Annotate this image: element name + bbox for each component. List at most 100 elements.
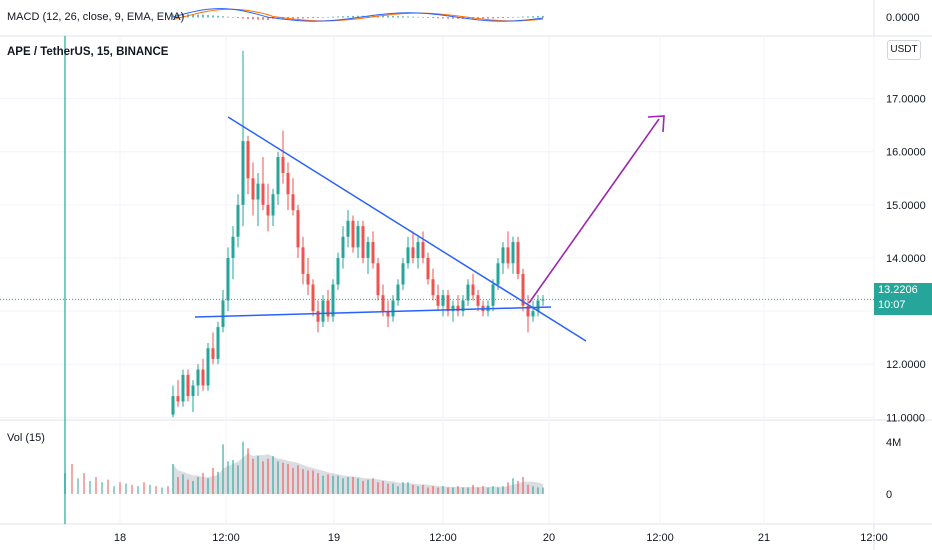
price-tick-label: 15.0000 bbox=[886, 200, 926, 212]
volume-bar bbox=[477, 487, 479, 494]
macd-histogram-bar bbox=[322, 17, 324, 18]
volume-bar bbox=[527, 484, 529, 494]
volume-bar bbox=[197, 477, 199, 494]
volume-bar bbox=[292, 467, 294, 494]
time-tick-label: 12:00 bbox=[646, 532, 674, 544]
candle-body bbox=[251, 178, 255, 200]
macd-histogram-bar bbox=[382, 15, 384, 18]
candle-body bbox=[396, 284, 400, 301]
volume-bar bbox=[232, 460, 234, 494]
volume-bar bbox=[113, 486, 115, 494]
volume-bar bbox=[172, 463, 174, 494]
volume-bar bbox=[432, 486, 434, 494]
candle-body bbox=[171, 396, 175, 415]
volume-bar bbox=[482, 486, 484, 494]
volume-bar bbox=[287, 463, 289, 494]
candle-body bbox=[476, 295, 480, 306]
macd-histogram-bar bbox=[352, 15, 354, 18]
volume-bar bbox=[89, 480, 91, 494]
volume-bar bbox=[302, 469, 304, 494]
candle-body bbox=[296, 210, 300, 248]
bar-countdown: 10:07 bbox=[878, 299, 906, 311]
currency-button[interactable]: USDT bbox=[887, 40, 921, 60]
volume-bar bbox=[377, 482, 379, 494]
candle-body bbox=[226, 257, 230, 301]
volume-axis[interactable]: 4M 0 bbox=[886, 437, 901, 501]
macd-histogram-bar bbox=[347, 16, 349, 18]
macd-histogram-bar bbox=[452, 17, 454, 19]
macd-histogram-bar bbox=[542, 15, 544, 18]
volume-bar bbox=[392, 483, 394, 494]
macd-histogram-bar bbox=[457, 17, 459, 19]
macd-histogram-bar bbox=[467, 17, 469, 19]
candle-body bbox=[231, 236, 235, 258]
macd-indicator-label[interactable]: MACD (12, 26, close, 9, EMA, EMA) bbox=[7, 11, 184, 23]
macd-histogram-bar bbox=[522, 16, 524, 18]
candle-body bbox=[471, 284, 475, 296]
volume-bar bbox=[327, 474, 329, 494]
candle-body bbox=[321, 300, 325, 322]
macd-line bbox=[172, 8, 544, 22]
macd-histogram-bar bbox=[262, 17, 264, 20]
time-axis[interactable]: 18 12:00 19 12:00 20 12:00 21 12:00 bbox=[114, 532, 888, 544]
macd-histogram-bar bbox=[442, 17, 444, 19]
candle-body bbox=[241, 141, 245, 205]
volume-bar bbox=[407, 482, 409, 494]
candle-body bbox=[386, 311, 390, 317]
symbol-title[interactable]: APE / TetherUS, 15, BINANCE bbox=[7, 46, 169, 58]
candle-body bbox=[451, 305, 455, 312]
volume-bar bbox=[367, 479, 369, 494]
volume-bar bbox=[427, 487, 429, 494]
macd-histogram-bar bbox=[227, 16, 229, 18]
candle-body bbox=[446, 295, 450, 312]
volume-bar bbox=[64, 473, 66, 494]
candle-body bbox=[276, 157, 280, 195]
candle-body bbox=[491, 284, 495, 306]
candle-body bbox=[411, 247, 415, 258]
candle-body bbox=[256, 183, 260, 200]
volume-bar bbox=[397, 486, 399, 494]
time-tick-label: 12:00 bbox=[860, 532, 888, 544]
volume-bar bbox=[492, 486, 494, 494]
volume-bar bbox=[332, 475, 334, 494]
volume-bar bbox=[337, 475, 339, 494]
time-tick-label: 20 bbox=[543, 532, 555, 544]
candles bbox=[0, 50, 874, 418]
macd-histogram-bar bbox=[207, 15, 209, 18]
candle-body bbox=[291, 194, 295, 211]
volume-bar bbox=[167, 486, 169, 494]
macd-histogram-bar bbox=[537, 16, 539, 18]
candle-body bbox=[306, 273, 310, 285]
volume-bar bbox=[242, 441, 244, 494]
volume-bar bbox=[155, 486, 157, 494]
volume-bar bbox=[149, 484, 151, 494]
volume-bar bbox=[177, 477, 179, 494]
macd-histogram-bar bbox=[407, 16, 409, 18]
volume-bar bbox=[442, 486, 444, 494]
candle-body bbox=[456, 305, 460, 312]
volume-bar bbox=[382, 480, 384, 494]
candle-body bbox=[271, 194, 275, 216]
volume-bar bbox=[267, 458, 269, 494]
support-trendline bbox=[194, 306, 552, 318]
candle-body bbox=[541, 299, 545, 301]
candle-body bbox=[301, 247, 305, 274]
volume-bar bbox=[387, 483, 389, 494]
volume-bar bbox=[131, 484, 133, 494]
candle-body bbox=[176, 396, 180, 402]
candle-body bbox=[501, 247, 505, 264]
candle-body bbox=[211, 348, 215, 359]
volume-bar bbox=[237, 465, 239, 494]
candle-body bbox=[426, 257, 430, 280]
volume-indicator-label[interactable]: Vol (15) bbox=[7, 432, 45, 444]
macd-histogram-bar bbox=[232, 17, 234, 18]
macd-histogram-bar bbox=[487, 17, 489, 19]
macd-histogram-bar bbox=[527, 16, 529, 18]
volume-bar bbox=[101, 482, 103, 494]
grid bbox=[0, 36, 875, 524]
macd-histogram-bar bbox=[477, 17, 479, 19]
candle-body bbox=[221, 300, 225, 328]
volume-bar bbox=[322, 475, 324, 494]
macd-histogram-bar bbox=[432, 17, 434, 19]
